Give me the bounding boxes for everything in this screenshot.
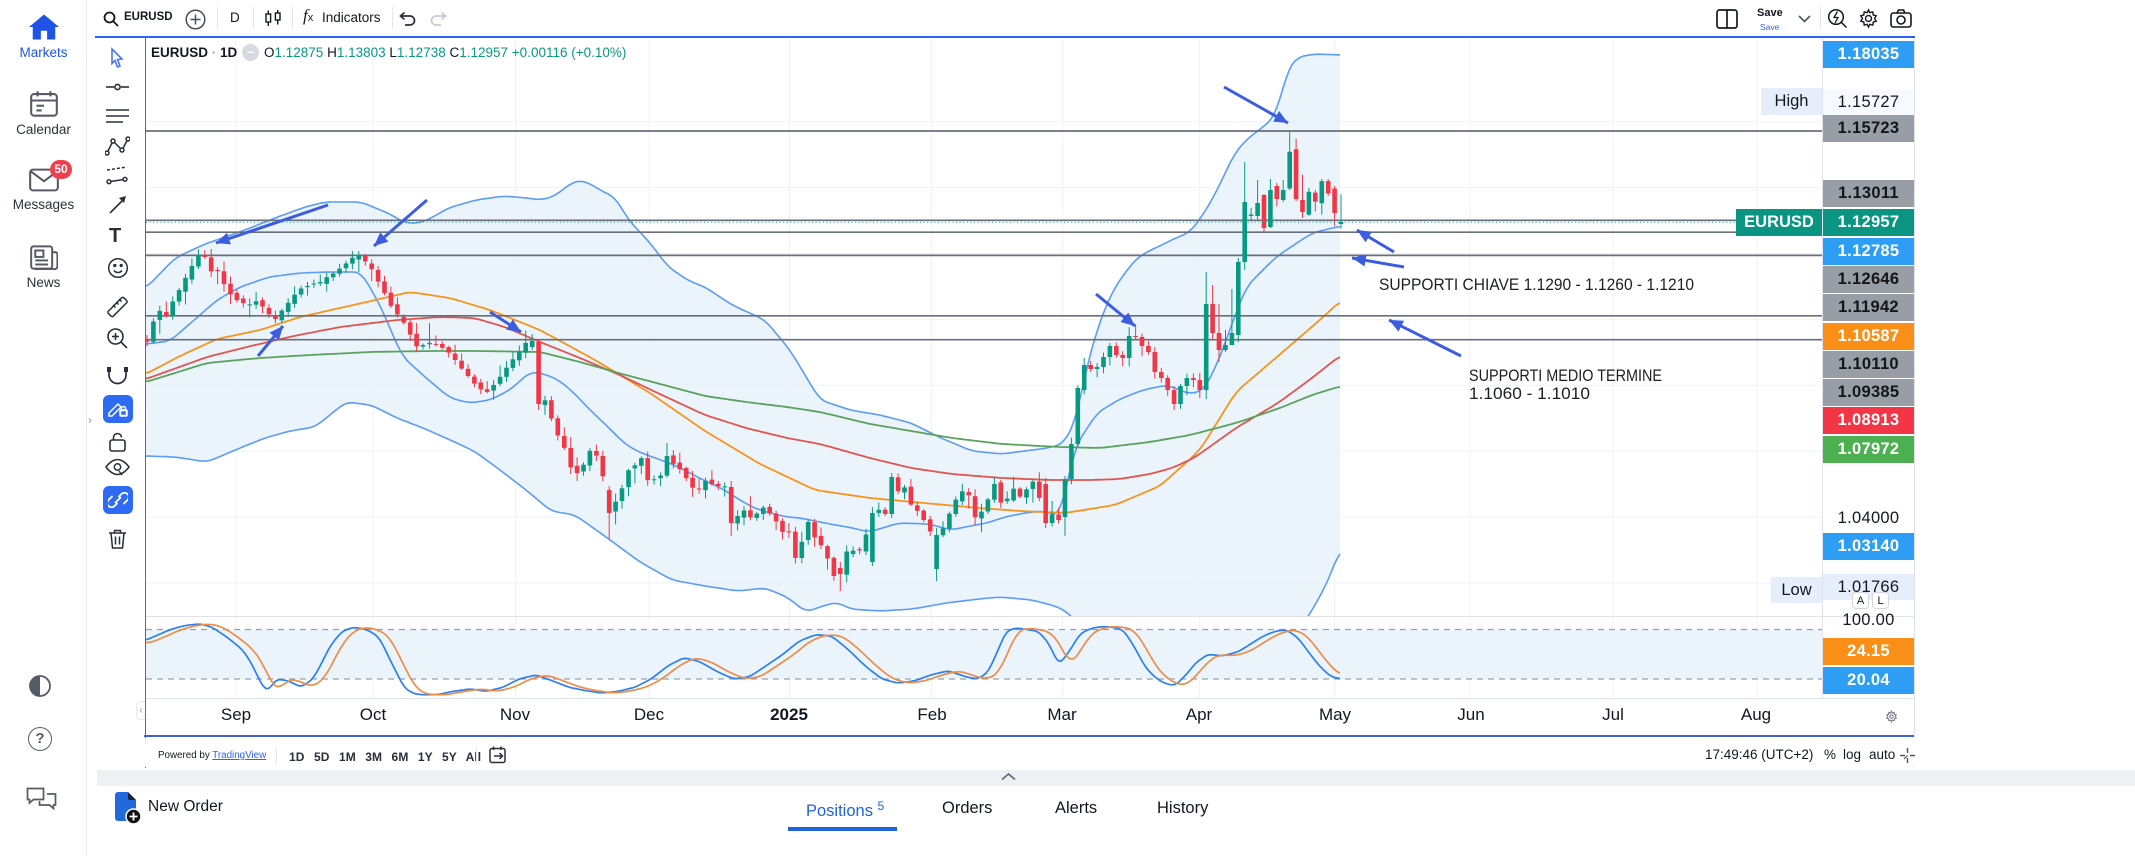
svg-text:1.1060 - 1.1010: 1.1060 - 1.1010 (1469, 384, 1590, 403)
svg-text:SUPPORTI MEDIO TERMINE: SUPPORTI MEDIO TERMINE (1469, 366, 1662, 385)
svg-text:SUPPORTI CHIAVE 1.1290 - 1.126: SUPPORTI CHIAVE 1.1290 - 1.1260 - 1.1210 (1379, 275, 1694, 294)
